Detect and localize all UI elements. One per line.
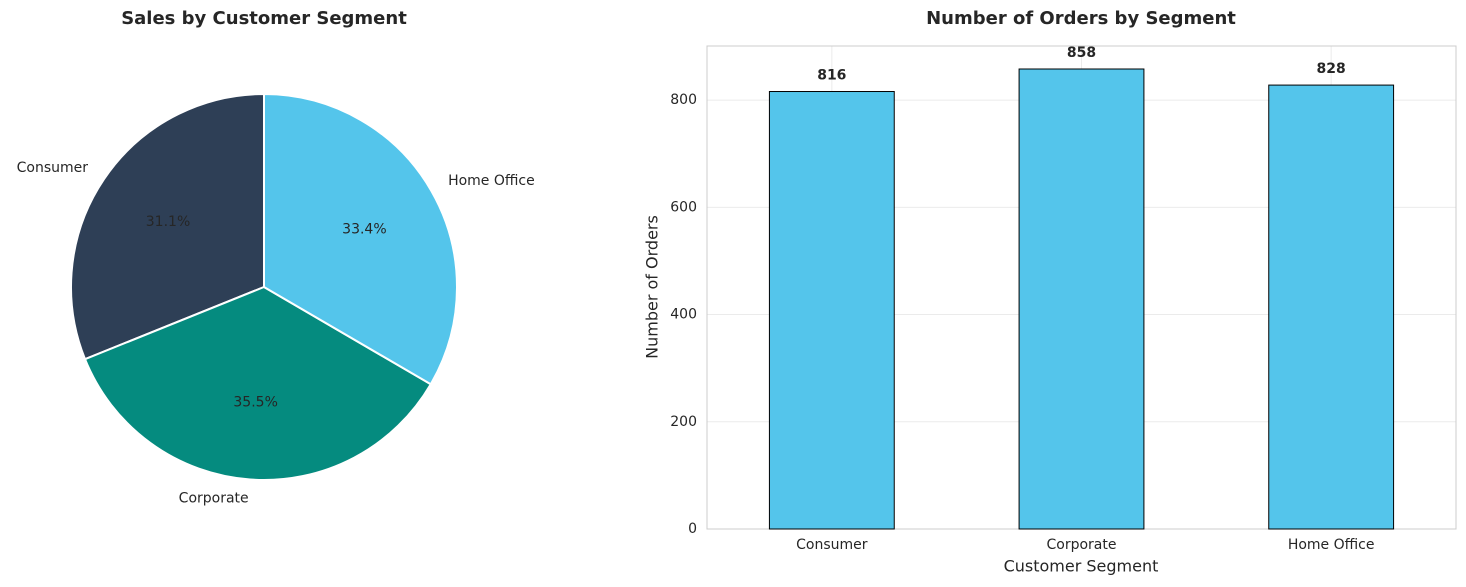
percent-label: 31.1% [146, 214, 190, 230]
bar [1018, 68, 1145, 530]
value-label: 828 [1317, 61, 1346, 77]
y-tick-label: 800 [670, 92, 697, 108]
value-label: 858 [1067, 45, 1096, 61]
y-tick-label: 600 [670, 199, 697, 215]
slice-label: Corporate [179, 491, 249, 507]
bar [1268, 84, 1395, 530]
x-axis-label: Customer Segment [1004, 557, 1159, 576]
y-tick-label: 400 [670, 307, 697, 323]
pie-slice [70, 92, 265, 361]
y-axis-label: Number of Orders [643, 215, 662, 359]
chart-title: Number of Orders by Segment [926, 8, 1236, 29]
y-tick-label: 200 [670, 414, 697, 430]
chart-title: Sales by Customer Segment [121, 8, 407, 29]
slice-label: Home Office [448, 173, 535, 189]
pie-slice [83, 285, 433, 481]
pie-slice [263, 92, 458, 386]
x-tick-label: Corporate [1047, 537, 1117, 553]
percent-label: 35.5% [233, 394, 277, 410]
x-tick-label: Consumer [796, 537, 868, 553]
bar [768, 91, 895, 530]
percent-label: 33.4% [342, 221, 386, 237]
x-tick-label: Home Office [1288, 537, 1375, 553]
y-tick-label: 0 [688, 521, 697, 537]
value-label: 816 [817, 68, 846, 84]
slice-label: Consumer [17, 160, 89, 176]
